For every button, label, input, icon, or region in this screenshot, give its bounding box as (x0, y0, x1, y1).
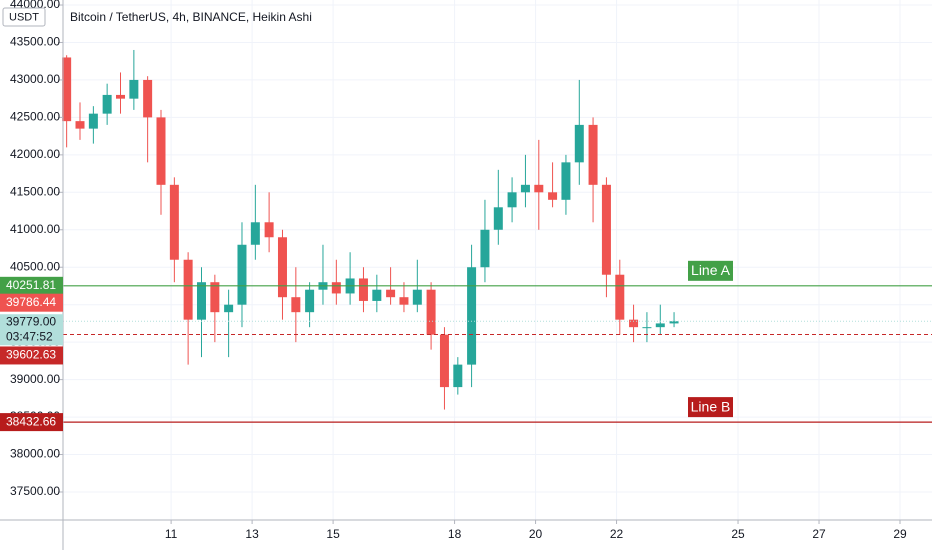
candle-body (62, 57, 72, 122)
candle-body (250, 222, 260, 245)
currency-badge[interactable] (2, 7, 46, 27)
candle-body (480, 229, 490, 268)
y-tick-label: 40500.00 (10, 259, 60, 273)
candle-body (386, 289, 396, 298)
candle-body (88, 113, 98, 129)
candle-body (467, 267, 477, 365)
candle-body (548, 192, 558, 200)
candle-body (399, 297, 409, 305)
price-label-box (0, 314, 63, 346)
y-tick-label: 41000.00 (10, 222, 60, 236)
y-tick-label: 39000.00 (10, 372, 60, 386)
y-tick-label: 37500.00 (10, 484, 60, 498)
candle-body (196, 282, 206, 320)
x-tick-label: 29 (893, 527, 907, 541)
x-tick-label: 20 (529, 527, 543, 541)
candle-body (129, 79, 139, 99)
price-label-box (0, 276, 63, 295)
price-label: 38432.66 (6, 414, 56, 428)
candle-body (453, 364, 463, 388)
price-label: 40251.81 (6, 278, 56, 292)
line-label: Line B (691, 398, 731, 414)
candle-body (372, 289, 382, 301)
x-tick-label: 13 (245, 527, 259, 541)
candle-body (669, 321, 679, 324)
candle-body (305, 289, 315, 313)
candle-body (520, 184, 530, 193)
candle-body (574, 124, 584, 163)
candle-body (169, 184, 179, 260)
x-tick-label: 27 (812, 527, 826, 541)
price-label: 39602.63 (6, 348, 56, 362)
y-tick-label: 42000.00 (10, 147, 60, 161)
candle-body (156, 117, 166, 185)
candle-body (264, 222, 274, 238)
grid (63, 0, 932, 520)
chart-title: Bitcoin / TetherUS, 4h, BINANCE, Heikin … (70, 10, 312, 24)
y-tick-label: 43000.00 (10, 72, 60, 86)
candle-body (358, 278, 368, 301)
candle-body (277, 237, 287, 298)
price-label-box (0, 293, 63, 312)
x-tick-label: 11 (165, 527, 178, 541)
candle-body (143, 79, 153, 118)
x-tick-label: 25 (731, 527, 745, 541)
candle-body (601, 184, 611, 275)
line-label-box[interactable] (688, 397, 733, 418)
price-label: 39779.00 (6, 314, 56, 328)
candle-body (412, 289, 422, 305)
line-label-box[interactable] (688, 260, 733, 281)
currency: USDT (9, 11, 39, 23)
price-label-box (0, 346, 63, 365)
y-tick-label: 43500.00 (10, 35, 60, 49)
price-label-box (0, 413, 63, 432)
candle-body (102, 94, 112, 114)
candle-body (224, 304, 234, 313)
candle-body (493, 207, 503, 230)
candle-body (237, 244, 247, 305)
x-tick-label: 22 (610, 527, 624, 541)
y-tick-label: 42500.00 (10, 110, 60, 124)
candle-body (629, 319, 639, 328)
y-tick-label: 44000.00 (10, 0, 60, 11)
y-tick-label: 38000.00 (10, 447, 60, 461)
y-tick-label: 41500.00 (10, 184, 60, 198)
line-label: Line A (691, 262, 731, 278)
x-tick-label: 18 (448, 527, 462, 541)
candle-body (426, 289, 436, 335)
candle-body (291, 297, 301, 313)
candle-body (561, 162, 571, 200)
countdown: 03:47:52 (6, 329, 53, 343)
axes: 37500.0038000.0038500.0039000.0039500.00… (0, 0, 907, 541)
plot: Line A Line B (62, 49, 932, 423)
x-tick-label: 15 (326, 527, 340, 541)
candle-body (588, 124, 598, 185)
candle-body (210, 282, 220, 313)
price-label: 39786.44 (6, 295, 56, 309)
candle-body (75, 121, 85, 129)
candle-body (331, 282, 341, 294)
candle-body (183, 259, 193, 320)
candle-body (534, 184, 544, 193)
candle-body (655, 323, 665, 328)
candle-body (507, 192, 517, 208)
candle-body (615, 274, 625, 320)
candle-body (116, 94, 126, 99)
candle-body (642, 327, 652, 329)
candle-body (439, 334, 449, 388)
